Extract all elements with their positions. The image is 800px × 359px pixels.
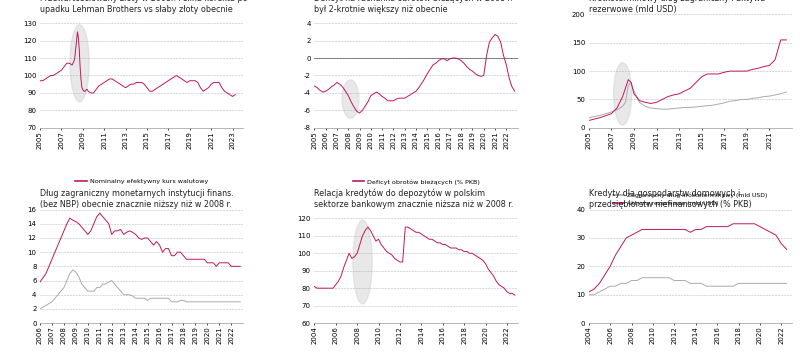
Legend: Zagraniczny dług krótkoterminowy (mld USD), Aktywa rezerwowe (mld USD): Zagraniczny dług krótkoterminowy (mld US… (611, 190, 770, 209)
Text: Relacja kredytów do depozytów w polskim
sektorze bankowym znacznie niższa niż w : Relacja kredytów do depozytów w polskim … (314, 189, 514, 209)
Text: Krótkoterminowy dług zagraniczny i aktywa
rezerwowe (mld USD): Krótkoterminowy dług zagraniczny i aktyw… (589, 0, 765, 14)
Text: Deficyt na rachunku obrotów bieżących w 2008 r.
był 2-krotnie większy niż obecni: Deficyt na rachunku obrotów bieżących w … (314, 0, 513, 14)
Legend: Nominalny efektywny kurs walutowy: Nominalny efektywny kurs walutowy (73, 177, 210, 187)
Legend: Deficyt obrotów bieżących (% PKB): Deficyt obrotów bieżących (% PKB) (350, 177, 482, 187)
Text: Dług zagraniczny monetarnych instytucji finans.
(bez NBP) obecnie znacznie niższ: Dług zagraniczny monetarnych instytucji … (40, 190, 234, 209)
Text: Kredyty dla gospodarstw domowych i
przedsiębiorstw niefinansowych (% PKB): Kredyty dla gospodarstw domowych i przed… (589, 190, 751, 209)
Ellipse shape (70, 25, 90, 102)
Text: Przewartościowany złoty w 2008r. i silna korekta po
upadku Lehman Brothers vs sł: Przewartościowany złoty w 2008r. i silna… (40, 0, 248, 14)
Ellipse shape (614, 62, 632, 125)
Ellipse shape (353, 220, 372, 304)
Ellipse shape (342, 80, 359, 118)
